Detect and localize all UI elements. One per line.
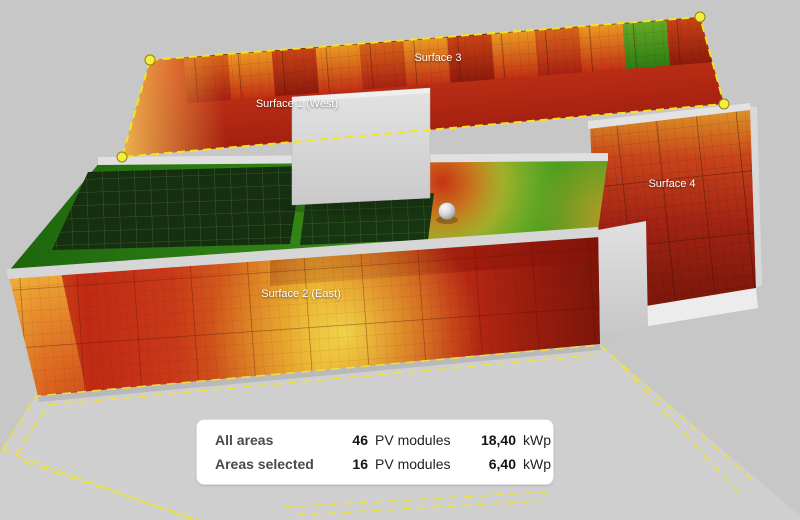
selection-handle-right[interactable]: [718, 98, 730, 110]
summary-row-label: Areas selected: [215, 456, 314, 472]
summary-modules-count: 46: [352, 432, 368, 448]
roof-front-ridge: [6, 227, 600, 279]
building-end-wall: [598, 221, 648, 345]
chimney: [291, 87, 431, 206]
roof-vent: [436, 202, 458, 224]
surface-3-label: Surface 3: [414, 52, 461, 64]
selection-handles: [116, 11, 730, 163]
summary-power-value: 18,40: [480, 432, 516, 448]
surface-4-label: Surface 4: [648, 178, 695, 190]
surface-2-label: Surface 2 (East): [261, 288, 340, 300]
summary-row-areas-selected: Areas selected 16 PV modules 6,40 kWp: [215, 456, 551, 472]
pv-array-left[interactable]: [52, 166, 302, 250]
ground-outline: [1, 344, 757, 520]
surface-1-label: Surface 1 (West): [256, 98, 338, 110]
summary-row-label: All areas: [215, 432, 274, 448]
summary-power-unit: kWp: [523, 432, 551, 448]
summary-power-value: 6,40: [488, 456, 516, 472]
selection-handle-top-left[interactable]: [144, 54, 156, 66]
summary-modules-unit: PV modules: [375, 456, 451, 472]
building-base-shadow: [38, 344, 601, 402]
surface-4-right-edge: [750, 106, 762, 288]
surface-4-ridge: [588, 103, 750, 129]
selection-handle-top-right[interactable]: [694, 11, 706, 23]
summary-row-all-areas: All areas 46 PV modules 18,40 kWp: [215, 432, 551, 448]
selection-handle-left[interactable]: [116, 151, 128, 163]
surface-3-module-grid: [183, 17, 714, 104]
summary-panel: All areas 46 PV modules 18,40 kWp Areas …: [196, 419, 554, 485]
summary-power-unit: kWp: [523, 456, 551, 472]
summary-modules-count: 16: [352, 456, 368, 472]
surface-3-area[interactable]: [183, 16, 714, 104]
summary-modules-unit: PV modules: [375, 432, 451, 448]
pv-array-right[interactable]: [300, 193, 434, 245]
